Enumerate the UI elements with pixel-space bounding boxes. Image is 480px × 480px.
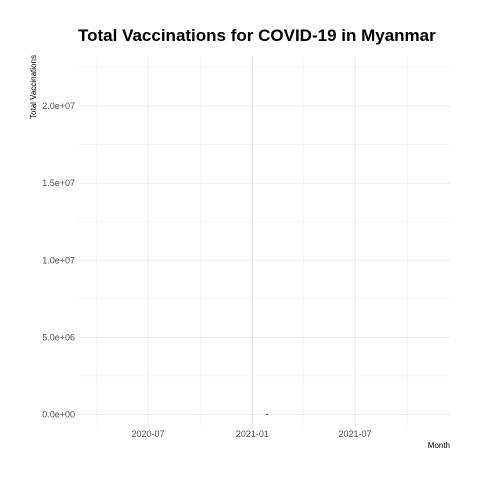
chart-title: Total Vaccinations for COVID-19 in Myanm…: [78, 26, 436, 45]
data-point: [266, 413, 268, 416]
minor-gridlines: [78, 56, 450, 426]
x-tick-label: 2020-07: [131, 429, 164, 439]
x-tick-labels: 2020-07 2021-01 2021-07: [131, 429, 371, 439]
major-gridlines: [78, 56, 450, 426]
x-tick-label: 2021-01: [236, 429, 269, 439]
y-tick-label: 1.0e+07: [42, 255, 75, 265]
y-tick-label: 0.0e+00: [42, 409, 75, 419]
y-tick-label: 2.0e+07: [42, 101, 75, 111]
data-points: [266, 413, 268, 416]
y-axis-title: Total Vaccinations: [29, 55, 38, 119]
y-tick-labels: 0.0e+00 5.0e+06 1.0e+07 1.5e+07 2.0e+07: [42, 101, 75, 419]
y-tick-label: 5.0e+06: [42, 332, 75, 342]
x-tick-label: 2021-07: [338, 429, 371, 439]
x-axis-title: Month: [428, 441, 450, 450]
y-tick-label: 1.5e+07: [42, 178, 75, 188]
